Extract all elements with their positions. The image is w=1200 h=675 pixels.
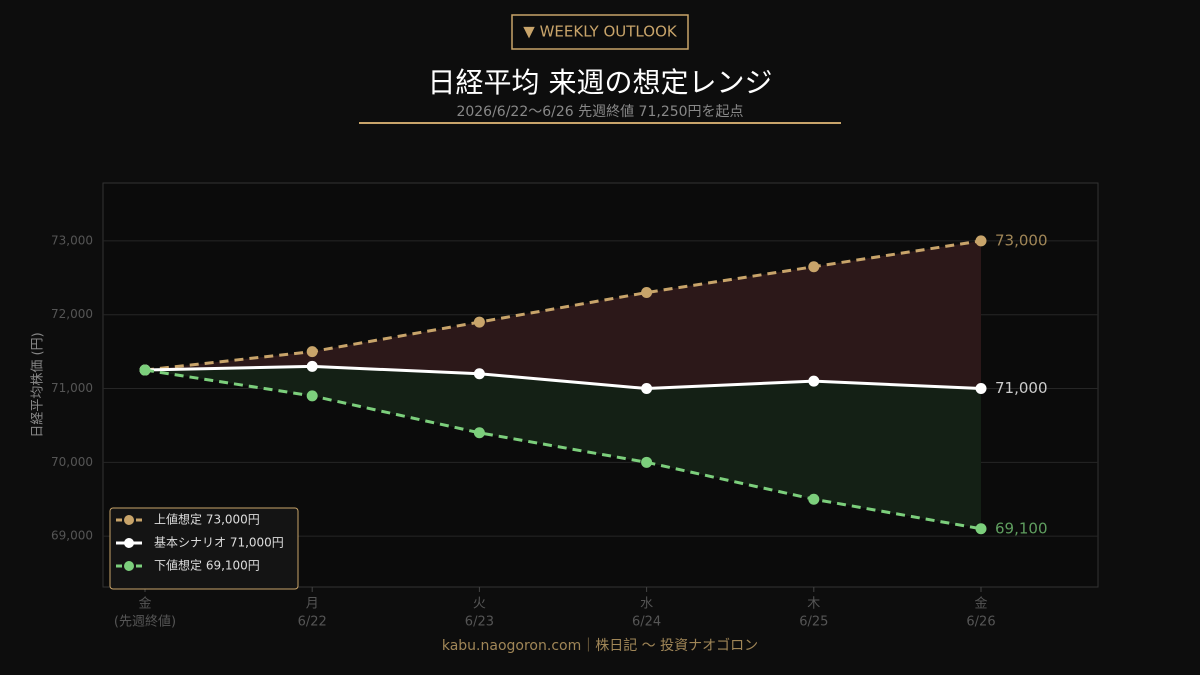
data-point [473,427,485,439]
data-point [306,346,318,358]
y-tick-label: 71,000 [51,381,93,395]
data-point [808,375,820,387]
x-tick-date: 6/26 [966,615,995,630]
value-label: 69,100 [995,519,1048,537]
data-point [641,287,653,299]
legend-box [109,507,299,590]
legend-label: 基本シナリオ 71,000円 [154,536,284,550]
x-tick-date: 6/22 [298,615,327,630]
x-tick-label: 木 [807,597,820,612]
footer: kabu.naogoron.com｜株日記 〜 投資ナオゴロン [442,637,758,654]
y-tick-label: 72,000 [51,307,93,321]
x-tick-label: 月 [306,597,319,612]
data-point [473,316,485,328]
data-point [306,390,318,402]
x-tick-label: 水 [640,597,653,612]
data-point [139,364,151,376]
series-line [144,368,982,531]
x-tick-date: (先週終値) [114,614,176,630]
value-label: 71,000 [995,379,1048,397]
badge: ▼ WEEKLY OUTLOOK [523,23,678,41]
chart-subtitle: 2026/6/22〜6/26 先週終値 71,250円を起点 [456,104,743,120]
y-tick-label: 69,000 [51,529,93,543]
x-tick-date: 6/23 [465,615,494,630]
data-point [975,523,987,535]
y-tick-label: 70,000 [51,455,93,469]
value-label: 73,000 [995,231,1048,249]
data-point [808,261,820,273]
data-point [641,383,653,395]
x-tick-label: 金 [138,596,151,612]
series-line [144,364,982,391]
legend-marker [124,515,134,525]
legend-marker [124,561,134,571]
legend-marker [124,538,134,548]
legend-label: 上値想定 73,000円 [154,512,260,527]
data-point [306,360,318,372]
y-axis-label: 日経平均株価 (円) [31,332,46,437]
x-tick-date: 6/25 [799,615,828,630]
series-line [144,239,982,372]
data-point [975,383,987,395]
range-band [145,240,981,389]
data-point [473,368,485,380]
legend-label: 下値想定 69,100円 [154,558,260,573]
x-tick-date: 6/24 [632,615,661,630]
data-point [641,456,653,468]
x-tick-label: 金 [974,596,987,612]
y-tick-label: 73,000 [51,233,93,247]
badge-box [511,14,689,50]
data-point [808,493,820,505]
x-tick-label: 火 [473,597,486,612]
chart-title: 日経平均 来週の想定レンジ [428,66,773,99]
data-point [975,235,987,247]
